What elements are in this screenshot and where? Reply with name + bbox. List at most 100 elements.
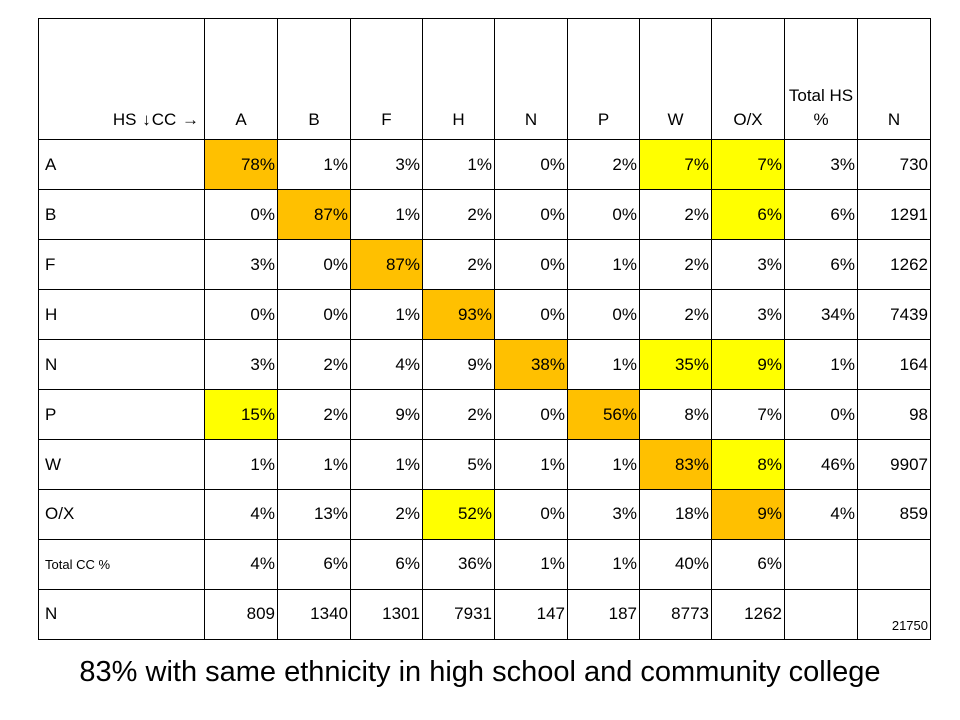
table-cell: 1%	[784, 339, 858, 391]
table-cell: 0%	[494, 489, 568, 540]
column-header-o-x: O/X	[711, 17, 785, 141]
table-cell: 3%	[204, 339, 278, 391]
table-cell: 859	[857, 489, 931, 540]
table-cell: 9%	[711, 339, 785, 391]
table-cell: 0%	[784, 389, 858, 441]
column-header-f: F	[350, 17, 423, 141]
table-cell: 1%	[567, 339, 640, 391]
table-cell: 0%	[494, 189, 568, 241]
down-arrow-icon: ↓	[142, 110, 151, 130]
table-cell: 7931	[422, 588, 495, 641]
table-cell: 1%	[350, 289, 423, 341]
caption: 83% with same ethnicity in high school a…	[79, 656, 881, 688]
table-cell: 3%	[784, 139, 858, 191]
table-row: H 0% 0% 1% 93% 0% 0% 2% 3% 34% 7439	[38, 289, 931, 341]
table-cell: 9%	[422, 339, 495, 391]
table-row: Total CC % 4% 6% 6% 36% 1% 1% 40% 6%	[38, 538, 931, 590]
table-cell: 1%	[277, 439, 351, 491]
table-cell: 1262	[711, 588, 785, 641]
table-cell: 1%	[204, 439, 278, 491]
table-cell: 1%	[494, 439, 568, 491]
corner-row-label: HS	[112, 110, 137, 130]
table-cell: 1%	[350, 189, 423, 241]
column-header-b: B	[277, 17, 351, 141]
table-cell: 7%	[711, 389, 785, 441]
table-cell: 78%	[204, 139, 278, 191]
table-cell: 1291	[857, 189, 931, 241]
table-cell: 2%	[639, 189, 712, 241]
table-cell: 93%	[422, 289, 495, 341]
table-cell: 0%	[277, 289, 351, 341]
table-cell: 6%	[350, 538, 423, 590]
table-cell: 2%	[277, 389, 351, 441]
table-row: N 809 1340 1301 7931 147 187 8773 1262 21750	[38, 588, 931, 641]
table-row: A 78% 1% 3% 1% 0% 2% 7% 7% 3% 730	[38, 139, 931, 191]
table-cell: 52%	[422, 489, 495, 540]
table-cell: 1%	[350, 439, 423, 491]
table-cell: 1262	[857, 239, 931, 291]
table-row: N 3% 2% 4% 9% 38% 1% 35% 9% 1% 164	[38, 339, 931, 391]
row-label: A	[38, 139, 205, 191]
table-cell: 2%	[350, 489, 423, 540]
table-cell: 4%	[350, 339, 423, 391]
table-cell	[784, 588, 858, 641]
table-cell: 2%	[567, 139, 640, 191]
row-label: H	[38, 289, 205, 341]
table-cell: 8%	[711, 439, 785, 491]
table-cell: 7439	[857, 289, 931, 341]
corner-col-label: CC	[151, 110, 177, 130]
table-cell: 13%	[277, 489, 351, 540]
table-cell: 6%	[711, 189, 785, 241]
column-header-h: H	[422, 17, 495, 141]
column-header-n: N	[857, 17, 931, 141]
table-cell: 46%	[784, 439, 858, 491]
table-cell: 15%	[204, 389, 278, 441]
corner-cell: HS ↓CC →	[38, 17, 205, 141]
table-cell: 3%	[350, 139, 423, 191]
table-cell: 38%	[494, 339, 568, 391]
table-cell: 6%	[784, 239, 858, 291]
column-header-p: P	[567, 17, 640, 141]
row-label: N	[38, 339, 205, 391]
row-label: O/X	[38, 489, 205, 540]
table-cell: 1%	[567, 538, 640, 590]
table-cell: 187	[567, 588, 640, 641]
table-cell: 83%	[639, 439, 712, 491]
table-cell: 0%	[494, 289, 568, 341]
table-cell: 87%	[350, 239, 423, 291]
table-cell: 5%	[422, 439, 495, 491]
table-cell: 0%	[204, 189, 278, 241]
table-row: P 15% 2% 9% 2% 0% 56% 8% 7% 0% 98	[38, 389, 931, 441]
table-cell: 98	[857, 389, 931, 441]
column-header-a: A	[204, 17, 278, 141]
table-cell: 6%	[277, 538, 351, 590]
table-cell: 1340	[277, 588, 351, 641]
table-cell	[784, 538, 858, 590]
table-cell: 1301	[350, 588, 423, 641]
table-cell: 0%	[204, 289, 278, 341]
table-cell: 87%	[277, 189, 351, 241]
row-label: W	[38, 439, 205, 491]
table-row: B 0% 87% 1% 2% 0% 0% 2% 6% 6% 1291	[38, 189, 931, 241]
ethnicity-transition-table: HS ↓CC → A B F H N P W O/X Total HS % N A 78% 1% 3% 1% 0…	[38, 17, 931, 641]
table-cell: 40%	[639, 538, 712, 590]
table-cell: 3%	[204, 239, 278, 291]
table-cell: 21750	[857, 588, 931, 641]
table-cell: 1%	[567, 239, 640, 291]
table-cell: 0%	[567, 189, 640, 241]
table-cell: 4%	[784, 489, 858, 540]
table-cell: 0%	[494, 239, 568, 291]
table-cell: 730	[857, 139, 931, 191]
table-cell: 809	[204, 588, 278, 641]
table-cell: 3%	[711, 289, 785, 341]
table-cell: 2%	[422, 389, 495, 441]
table-cell: 34%	[784, 289, 858, 341]
table-cell: 2%	[277, 339, 351, 391]
table-cell: 8%	[639, 389, 712, 441]
right-arrow-icon: →	[182, 110, 199, 130]
row-label: B	[38, 189, 205, 241]
table-cell: 4%	[204, 489, 278, 540]
table-cell: 0%	[277, 239, 351, 291]
row-label: N	[38, 588, 205, 641]
table-cell: 1%	[422, 139, 495, 191]
